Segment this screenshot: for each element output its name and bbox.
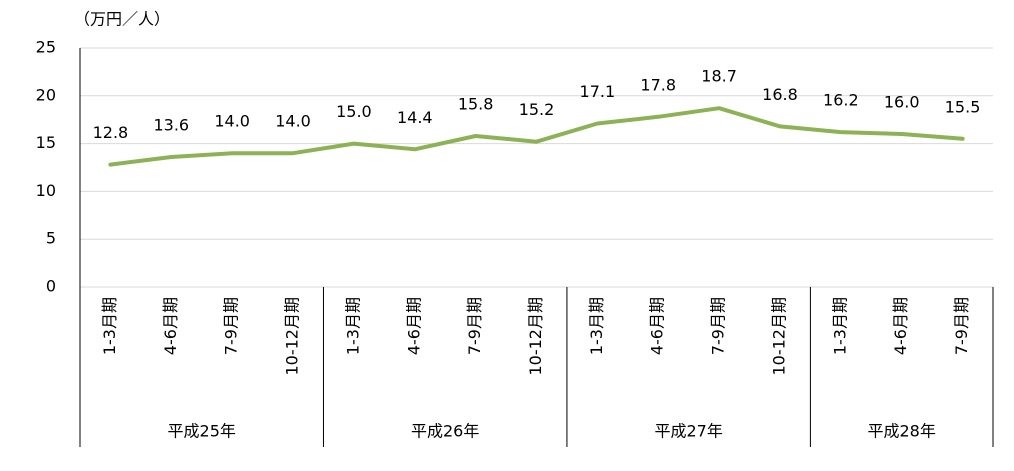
group-label: 平成27年 xyxy=(654,422,722,441)
data-label: 16.2 xyxy=(823,91,859,110)
x-tick-label: 4-6月期 xyxy=(648,297,667,355)
data-label: 15.2 xyxy=(519,100,555,119)
data-label: 16.8 xyxy=(762,85,798,104)
x-tick-label: 10-12月期 xyxy=(769,297,788,376)
data-label: 15.8 xyxy=(458,94,494,113)
x-tick-label: 10-12月期 xyxy=(526,297,545,376)
data-label: 18.7 xyxy=(701,67,737,86)
data-label: 13.6 xyxy=(153,115,189,134)
data-line xyxy=(108,106,965,167)
group-label: 平成26年 xyxy=(411,422,479,441)
y-tick-label: 10 xyxy=(36,181,56,200)
data-label: 17.1 xyxy=(580,82,616,101)
x-tick-label: 10-12月期 xyxy=(283,297,302,376)
x-tick-label: 1-3月期 xyxy=(100,297,119,355)
x-tick-label: 4-6月期 xyxy=(404,297,423,355)
y-tick-label: 5 xyxy=(46,229,56,248)
data-label: 16.0 xyxy=(884,93,920,112)
x-tick-label: 4-6月期 xyxy=(891,297,910,355)
group-label: 平成28年 xyxy=(868,422,936,441)
y-tick-label: 25 xyxy=(36,38,56,57)
y-tick-label: 0 xyxy=(46,277,56,296)
y-tick-label: 20 xyxy=(36,85,56,104)
x-tick-label: 7-9月期 xyxy=(709,297,728,355)
group-label: 平成25年 xyxy=(168,422,236,441)
data-label: 14.4 xyxy=(397,108,433,127)
data-label: 14.0 xyxy=(214,112,250,131)
x-tick-label: 1-3月期 xyxy=(830,297,849,355)
data-label: 15.0 xyxy=(336,102,372,121)
x-tick-label: 4-6月期 xyxy=(161,297,180,355)
x-tick-label: 7-9月期 xyxy=(222,297,241,355)
x-tick-label: 7-9月期 xyxy=(465,297,484,355)
data-label: 15.5 xyxy=(945,97,981,116)
data-label: 14.0 xyxy=(275,112,311,131)
y-axis-label: （万円／人） xyxy=(74,10,170,29)
y-tick-label: 15 xyxy=(36,133,56,152)
x-tick-label: 1-3月期 xyxy=(587,297,606,355)
x-tick-label: 7-9月期 xyxy=(952,297,971,355)
data-label: 12.8 xyxy=(93,123,129,142)
data-label: 17.8 xyxy=(640,75,676,94)
x-tick-label: 1-3月期 xyxy=(343,297,362,355)
